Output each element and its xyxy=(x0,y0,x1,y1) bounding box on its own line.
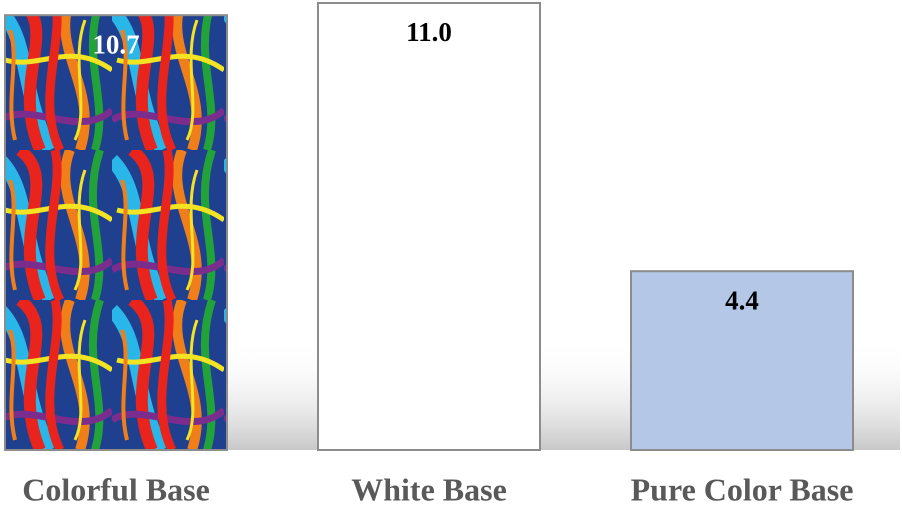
value-label: 11.0 xyxy=(406,17,452,47)
value-label: 10.7 xyxy=(92,29,139,59)
bar xyxy=(5,15,227,450)
bar xyxy=(318,3,540,450)
category-label: White Base xyxy=(351,471,507,507)
category-label: Colorful Base xyxy=(22,471,210,507)
chart: 10.7 Colorful Base 11.0 White Base 4.4 Pure C… xyxy=(0,0,902,510)
value-label: 4.4 xyxy=(725,285,759,315)
category-label: Pure Color Base xyxy=(631,471,854,507)
